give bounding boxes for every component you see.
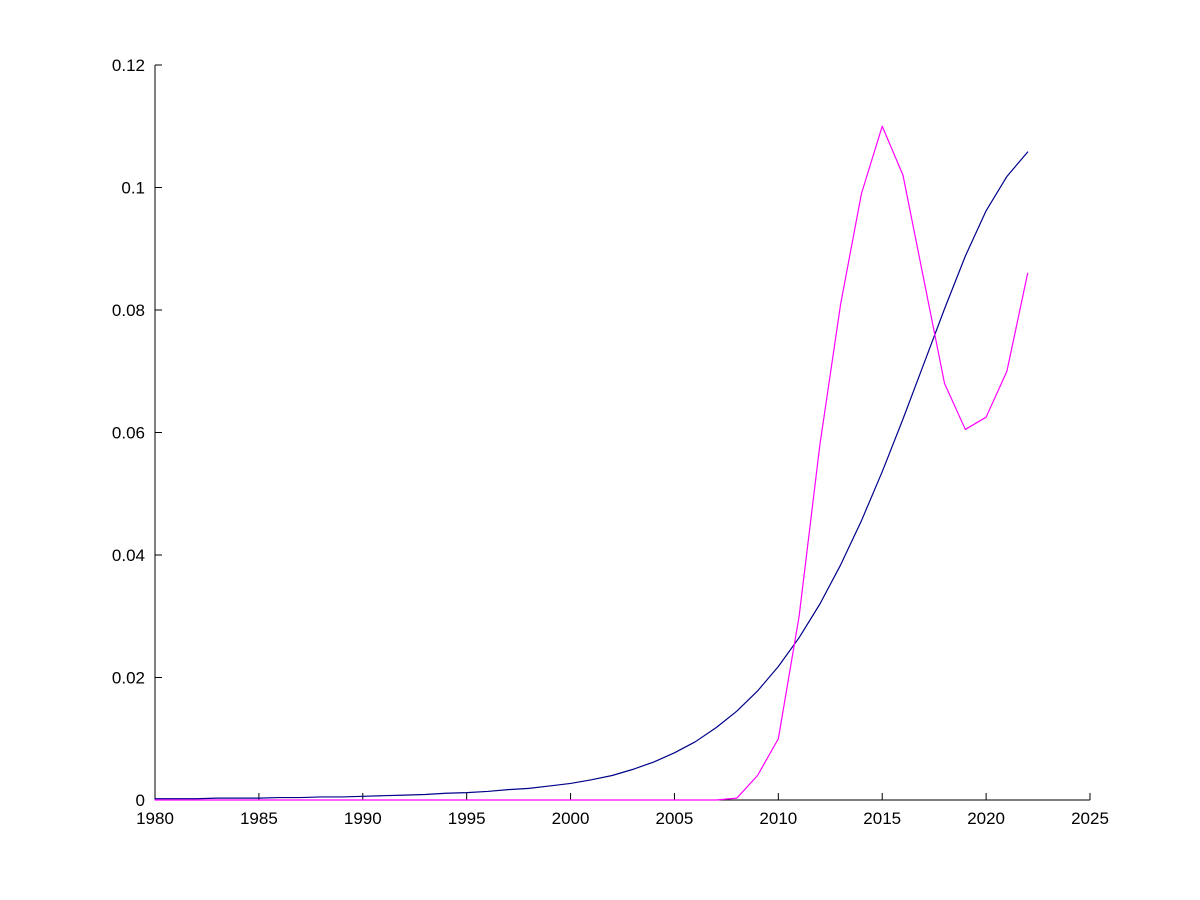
y-tick-label: 0.1 <box>121 179 145 198</box>
x-tick-label: 2010 <box>759 809 797 828</box>
x-tick-label: 1985 <box>240 809 278 828</box>
x-tick-label: 1990 <box>344 809 382 828</box>
series-line-peaked-series <box>154 125 1029 801</box>
y-tick-label: 0.02 <box>112 669 145 688</box>
x-tick-label: 2005 <box>656 809 694 828</box>
y-tick-label: 0 <box>136 791 145 810</box>
y-tick-label: 0.06 <box>112 424 145 443</box>
x-tick-label: 1980 <box>136 809 174 828</box>
y-tick-label: 0.08 <box>112 301 145 320</box>
x-tick-label: 1995 <box>448 809 486 828</box>
x-tick-label: 2025 <box>1071 809 1109 828</box>
x-tick-label: 2015 <box>863 809 901 828</box>
y-tick-label: 0.12 <box>112 56 145 75</box>
y-tick-label: 0.04 <box>112 546 145 565</box>
x-tick-label: 2000 <box>552 809 590 828</box>
series-line-smooth-sigmoid-series <box>154 151 1029 800</box>
x-tick-label: 2020 <box>967 809 1005 828</box>
